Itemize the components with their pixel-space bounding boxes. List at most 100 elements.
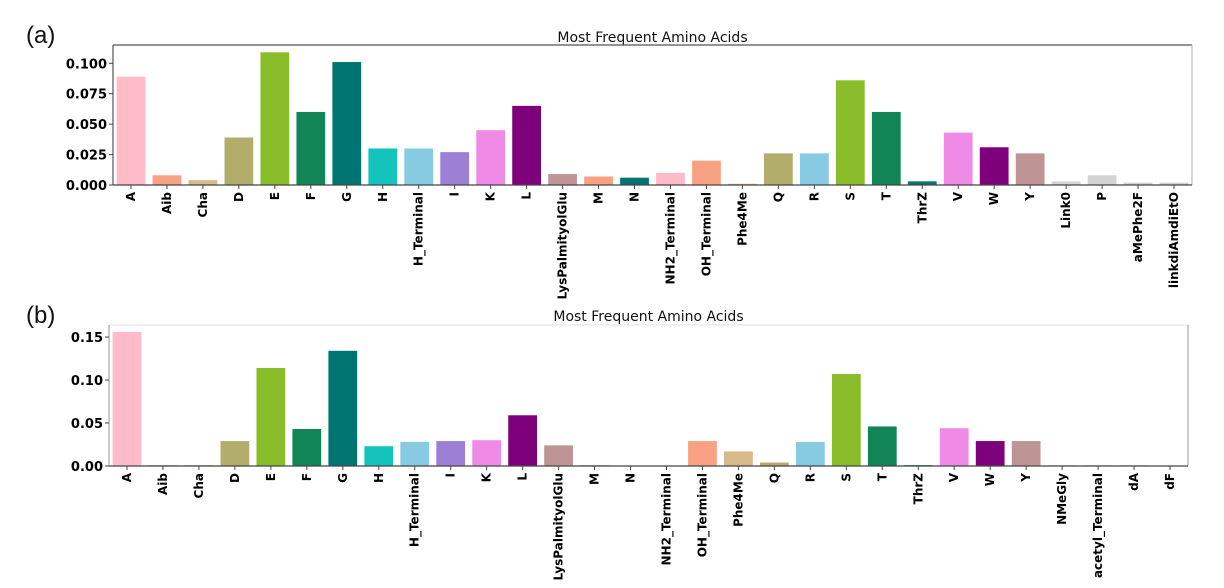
y-tick-label: 0.050 (66, 118, 107, 133)
x-tick-label: NH2_Terminal (663, 192, 678, 284)
x-tick-label: A (120, 472, 134, 482)
bar-OH_Terminal (688, 441, 717, 466)
x-tick-label: Cha (196, 192, 210, 217)
bar-F (296, 111, 326, 185)
x-tick-label: Aib (156, 473, 170, 495)
x-tick-label: Link0 (1059, 192, 1073, 229)
bar-P (1087, 175, 1117, 185)
x-tick-label: linkdiAmdiEtO (1167, 192, 1181, 288)
y-tick-label: 0.00 (71, 460, 103, 475)
x-tick-label: I (444, 473, 458, 477)
bar-W (975, 441, 1005, 466)
x-tick-label: R (803, 473, 817, 482)
bar-Phe4Me (724, 451, 753, 466)
bar-ThrZ (907, 181, 937, 185)
x-tick-label: K (484, 191, 498, 201)
bar-E (256, 367, 286, 466)
y-tick-label: 0.10 (71, 374, 103, 389)
x-tick-label: S (843, 192, 857, 201)
x-tick-label: F (304, 192, 318, 200)
x-tick-label: T (879, 191, 893, 200)
bar-Cha (188, 180, 218, 185)
bar-LysPalmityolGlu (544, 445, 573, 466)
x-tick-label: NMeGly (1055, 473, 1069, 525)
bar-H_Terminal (400, 441, 430, 466)
x-tick-label: ThrZ (911, 473, 925, 505)
x-tick-label: G (336, 473, 350, 483)
bar-OH_Terminal (692, 160, 721, 185)
bar-L (512, 105, 542, 185)
bar-V (943, 132, 973, 185)
bar-LysPalmityolGlu (548, 174, 577, 185)
bar-D (220, 441, 250, 466)
chart-title: Most Frequent Amino Acids (557, 30, 747, 46)
bar-S (831, 374, 861, 466)
x-tick-label: aMePhe2F (1131, 192, 1145, 262)
x-tick-label: P (1095, 192, 1109, 201)
x-tick-label: Cha (192, 473, 206, 498)
x-tick-label: OH_Terminal (699, 192, 714, 276)
x-tick-label: H (376, 192, 390, 202)
bar-L (508, 415, 538, 466)
x-tick-label: D (228, 473, 242, 483)
panel-label-a: (a) (26, 22, 56, 49)
x-tick-label: N (628, 192, 642, 202)
y-tick-label: 0.100 (66, 57, 107, 72)
bar-H_Terminal (404, 148, 434, 185)
x-tick-label: S (839, 473, 853, 482)
bar-A (116, 76, 146, 185)
x-tick-label: T (875, 472, 889, 481)
x-tick-label: M (592, 192, 606, 204)
bar-aMePhe2F (1123, 182, 1153, 185)
bar-Aib (152, 175, 182, 185)
bar-K (476, 130, 506, 185)
bar-Q (759, 462, 789, 466)
x-tick-label: E (268, 192, 282, 200)
x-tick-label: dF (1163, 473, 1177, 490)
bar-G (332, 62, 362, 185)
bar-Q (763, 153, 793, 185)
bar-K (472, 440, 502, 466)
x-tick-label: H (372, 473, 386, 483)
x-tick-label: NH2_Terminal (659, 473, 674, 565)
bar-Y (1015, 153, 1045, 185)
x-tick-label: Q (767, 473, 781, 483)
x-tick-label: M (588, 473, 602, 485)
x-tick-label: K (480, 472, 494, 482)
bar-R (795, 441, 825, 466)
bar-Link0 (1051, 181, 1081, 185)
bar-Y (1011, 441, 1041, 466)
x-tick-label: E (264, 473, 278, 481)
y-tick-label: 0.075 (66, 88, 107, 103)
bar-chart-a: Most Frequent Amino Acids 0.000 0.025 0.050… (66, 30, 1193, 300)
bar-M (584, 176, 613, 185)
x-tick-label: Y (1019, 473, 1033, 483)
bar-T (871, 111, 901, 185)
x-tick-label: G (340, 192, 354, 202)
x-tick-label: H_Terminal (408, 473, 423, 547)
bar-NH2_Terminal (656, 172, 685, 185)
x-tick-label: V (947, 472, 961, 482)
x-tick-label: Aib (160, 192, 174, 214)
bar-A (112, 331, 142, 466)
bar-G (328, 350, 358, 466)
x-tick-label: D (232, 192, 246, 202)
x-tick-label: Phe4Me (735, 192, 749, 246)
y-tick-label: 0.000 (66, 179, 107, 194)
bar-E (260, 52, 290, 185)
x-tick-label: Q (771, 192, 785, 202)
bar-T (867, 426, 897, 466)
x-tick-label: LysPalmityolGlu (552, 473, 566, 581)
x-tick-label: LysPalmityolGlu (556, 192, 570, 300)
bar-H (368, 148, 398, 185)
y-tick-label: 0.025 (66, 149, 107, 164)
x-tick-label: L (520, 192, 534, 200)
bar-R (799, 153, 829, 185)
bar-V (939, 428, 969, 466)
panel-label-b: (b) (26, 302, 56, 329)
x-tick-label: acetyl_Terminal (1091, 473, 1106, 578)
bar-S (835, 80, 865, 185)
bar-D (224, 137, 254, 185)
y-tick-label: 0.05 (71, 417, 103, 432)
